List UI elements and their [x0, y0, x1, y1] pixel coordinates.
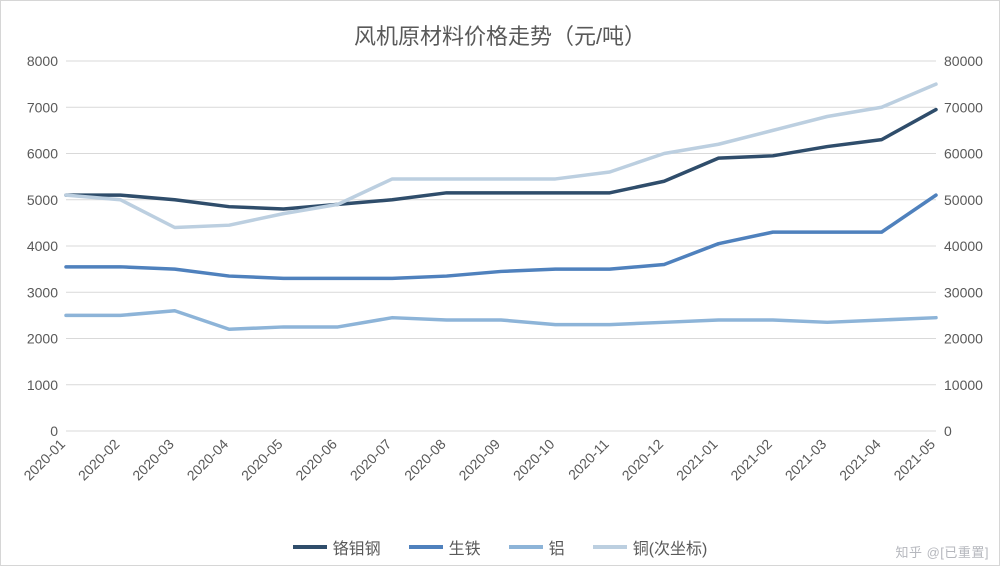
series-line: [66, 311, 936, 330]
svg-text:4000: 4000: [27, 238, 58, 254]
svg-text:2021-05: 2021-05: [890, 436, 938, 484]
series-line: [66, 110, 936, 209]
chart-plot: 0 1000 2000 3000 4000 5000 6000 7000 80000 10000 2…: [1, 1, 1000, 566]
svg-text:8000: 8000: [27, 53, 58, 69]
svg-text:20000: 20000: [944, 331, 983, 347]
chart-legend: 铬钼钢 生铁 铝 铜(次坐标): [1, 535, 999, 559]
legend-label: 铬钼钢: [333, 535, 381, 559]
svg-text:2020-11: 2020-11: [565, 436, 612, 483]
series-line: [66, 84, 936, 227]
svg-text:2020-09: 2020-09: [455, 436, 503, 484]
svg-text:2020-04: 2020-04: [184, 436, 232, 484]
svg-text:50000: 50000: [944, 192, 983, 208]
legend-swatch: [293, 545, 327, 549]
legend-swatch: [593, 545, 627, 549]
svg-text:0: 0: [944, 423, 952, 439]
svg-text:10000: 10000: [944, 377, 983, 393]
svg-text:70000: 70000: [944, 99, 983, 115]
svg-text:2020-12: 2020-12: [619, 436, 667, 484]
svg-text:2020-10: 2020-10: [510, 436, 558, 484]
legend-item: 生铁: [409, 535, 481, 559]
svg-text:2020-05: 2020-05: [238, 436, 286, 484]
legend-label: 铝: [549, 535, 565, 559]
legend-swatch: [509, 545, 543, 549]
legend-swatch: [409, 545, 443, 549]
svg-text:2021-04: 2021-04: [836, 436, 884, 484]
legend-label: 生铁: [449, 535, 481, 559]
svg-text:2020-07: 2020-07: [347, 436, 395, 484]
svg-text:2021-03: 2021-03: [782, 436, 830, 484]
watermark: 知乎 @[已重置]: [895, 542, 989, 561]
svg-text:40000: 40000: [944, 238, 983, 254]
legend-item: 铜(次坐标): [593, 535, 708, 559]
series-line: [66, 195, 936, 278]
svg-text:30000: 30000: [944, 284, 983, 300]
svg-text:2021-01: 2021-01: [673, 436, 721, 484]
chart-container: 风机原材料价格走势（元/吨） 0100020003000400050006000…: [0, 0, 1000, 566]
svg-text:2020-02: 2020-02: [75, 436, 123, 484]
svg-text:80000: 80000: [944, 53, 983, 69]
svg-text:2000: 2000: [27, 331, 58, 347]
legend-item: 铬钼钢: [293, 535, 381, 559]
legend-item: 铝: [509, 535, 565, 559]
legend-label: 铜(次坐标): [633, 535, 708, 559]
svg-text:6000: 6000: [27, 146, 58, 162]
svg-text:2020-01: 2020-01: [20, 436, 68, 484]
svg-text:2020-08: 2020-08: [401, 436, 449, 484]
svg-text:60000: 60000: [944, 146, 983, 162]
svg-text:2020-03: 2020-03: [129, 436, 177, 484]
svg-text:2020-06: 2020-06: [292, 436, 340, 484]
svg-text:7000: 7000: [27, 99, 58, 115]
svg-text:5000: 5000: [27, 192, 58, 208]
svg-text:3000: 3000: [27, 284, 58, 300]
svg-text:1000: 1000: [27, 377, 58, 393]
svg-text:2021-02: 2021-02: [727, 436, 775, 484]
